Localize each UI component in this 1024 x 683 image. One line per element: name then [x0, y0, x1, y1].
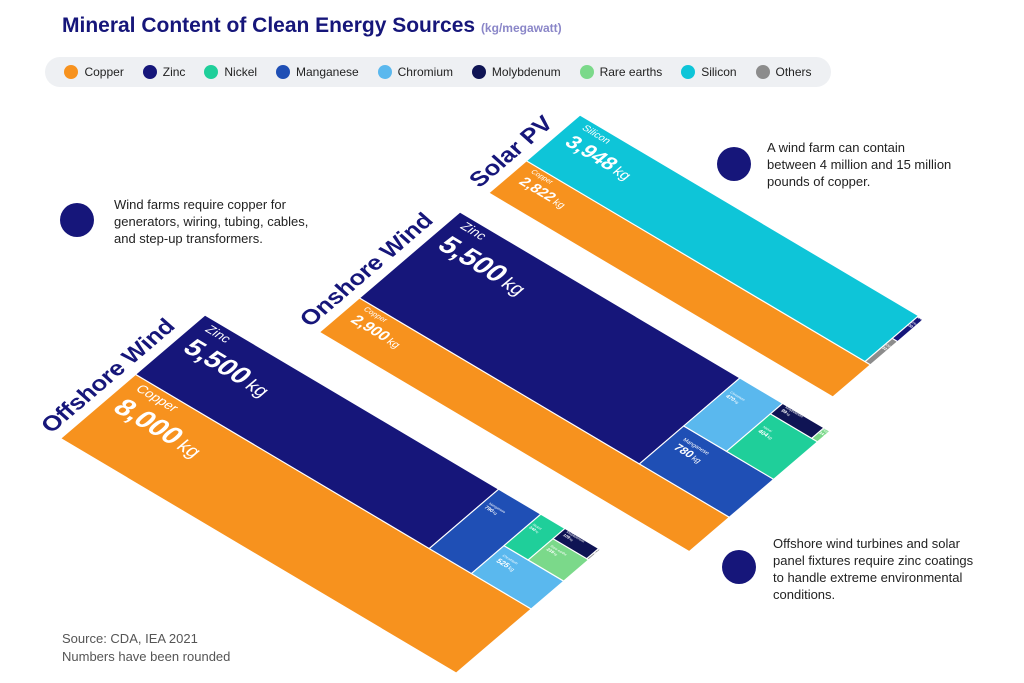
icon — [60, 203, 94, 237]
legend-swatch — [204, 65, 219, 79]
value-label: 6kg — [592, 551, 601, 557]
unit: kg — [733, 400, 740, 405]
legend: Copper Zinc Nickel Manganese Chromium Molybde… — [45, 57, 831, 87]
legend-label: Rare earths — [599, 65, 663, 79]
subtitle: (kg/megawatt) — [480, 21, 562, 35]
legend-item: Rare earths — [579, 65, 663, 79]
category-label: Others — [884, 343, 896, 351]
source-line: Numbers have been rounded — [62, 649, 231, 664]
value-label: 30kg — [907, 323, 918, 331]
legend-item: Molybdenum — [471, 65, 561, 79]
value: 14 — [818, 431, 826, 437]
category-label: Nickel — [920, 313, 931, 321]
title: Mineral Content of Clean Energy Sources — [62, 14, 476, 37]
unit: kg — [919, 317, 925, 321]
value-label: 404kg — [756, 429, 774, 441]
value: 30 — [907, 323, 915, 329]
unit: kg — [595, 553, 601, 557]
area — [810, 427, 831, 443]
legend-item: Silicon — [681, 65, 737, 79]
unit: kg — [766, 435, 774, 441]
legend-item: Copper — [64, 65, 124, 79]
unit: kg — [552, 552, 558, 556]
note: A wind farm can contain between 4 millio… — [767, 140, 952, 189]
legend-item: Others — [755, 65, 812, 79]
legend-item: Zinc — [142, 65, 186, 79]
category-label: Zinc — [910, 321, 919, 327]
unit: kg — [911, 326, 917, 330]
note: Offshore wind turbines and solar panel f… — [773, 536, 974, 602]
value-label: 99kg — [779, 408, 792, 417]
value: 404 — [756, 429, 770, 438]
value: 99 — [779, 408, 788, 415]
unit: kg — [689, 454, 703, 464]
legend-item: Nickel — [204, 65, 257, 79]
legend-label: Molybdenum — [491, 65, 561, 79]
area — [585, 547, 602, 561]
note: Wind farms require copper for generators… — [114, 197, 309, 246]
unit: kg — [506, 566, 515, 573]
legend-label: Chromium — [397, 65, 453, 79]
legend-label: Others — [775, 65, 812, 79]
legend-swatch — [755, 65, 770, 79]
category-label: Nickel — [762, 425, 773, 433]
area — [916, 315, 925, 321]
icon — [722, 550, 756, 584]
value: 109 — [562, 533, 572, 540]
legend-label: Nickel — [224, 65, 258, 79]
legend-swatch — [64, 65, 79, 79]
value: 470 — [724, 394, 736, 403]
unit: kg — [822, 434, 828, 438]
unit: kg — [885, 349, 891, 353]
legend-label: Silicon — [701, 65, 737, 79]
legend-item: Chromium — [377, 65, 453, 79]
legend-swatch — [579, 65, 594, 79]
value-label: 109kg — [562, 533, 576, 542]
legend-swatch — [681, 65, 696, 79]
legend-swatch — [142, 65, 157, 79]
category-label: Chromium — [501, 554, 519, 565]
value: 1 — [917, 315, 923, 320]
legend-swatch — [377, 65, 392, 79]
legend-swatch — [275, 65, 290, 79]
icon — [717, 147, 751, 181]
value-label: 470kg — [724, 394, 741, 405]
value-label: 239kg — [545, 547, 559, 556]
legend-item: Manganese — [275, 65, 359, 79]
value: 32 — [881, 345, 889, 351]
value: 6 — [592, 551, 598, 556]
category-label: Chromium — [729, 391, 746, 402]
category-label: Manganese — [488, 502, 507, 514]
category-label: Others — [596, 549, 608, 557]
treemap: Copper8,000kgZinc5,500kgManganese790kgCh… — [34, 314, 608, 674]
unit: kg — [569, 538, 575, 542]
legend-label: Manganese — [295, 65, 359, 79]
source-line: Source: CDA, IEA 2021 — [62, 631, 198, 646]
value: 239 — [545, 547, 556, 554]
title-block: Mineral Content of Clean Energy Sources … — [62, 14, 562, 38]
legend-swatch — [471, 65, 486, 79]
source: Source: CDA, IEA 2021 Numbers have been r… — [62, 630, 230, 666]
value-label: 790kg — [482, 505, 498, 516]
legend-label: Zinc — [162, 65, 186, 79]
legend-label: Copper — [84, 65, 124, 79]
value-label: 32kg — [881, 345, 892, 353]
unit: kg — [492, 511, 498, 516]
value-label: 1kg — [917, 315, 926, 321]
unit: kg — [534, 530, 540, 534]
category-label: Nickel — [531, 523, 542, 531]
value: 240 — [528, 525, 538, 532]
unit: kg — [785, 412, 791, 416]
value-label: 240kg — [528, 525, 541, 534]
value: 790 — [482, 505, 494, 513]
value-label: 14kg — [818, 431, 829, 439]
